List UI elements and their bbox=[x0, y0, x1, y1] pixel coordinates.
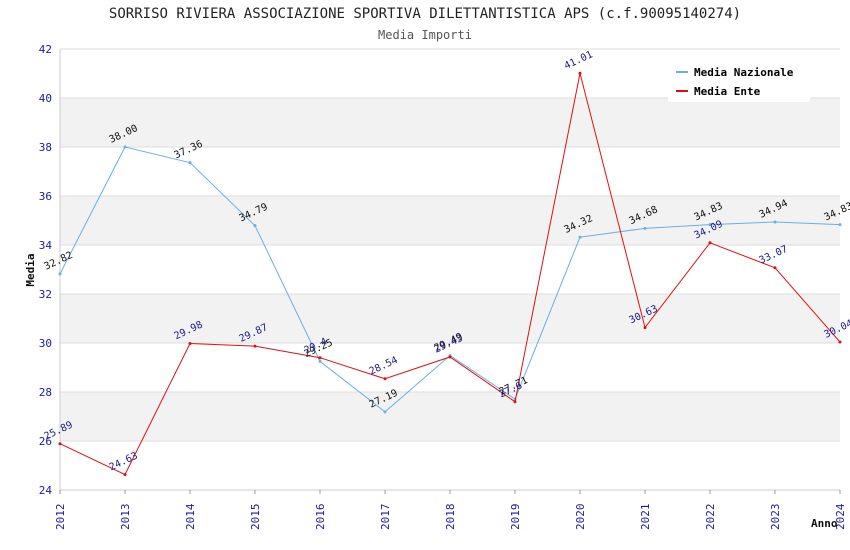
x-tick-label: 2012 bbox=[54, 504, 67, 531]
y-axis-label: Media bbox=[24, 253, 37, 286]
x-tick-label: 2015 bbox=[249, 504, 262, 531]
x-tick-label: 2022 bbox=[704, 504, 717, 531]
x-tick-label: 2021 bbox=[639, 504, 652, 531]
grid-band bbox=[60, 294, 840, 343]
grid-band bbox=[60, 196, 840, 245]
data-point-media-ente bbox=[838, 340, 842, 344]
y-tick-label: 32 bbox=[39, 288, 52, 301]
data-point-media-nazionale bbox=[643, 226, 647, 230]
series-lines bbox=[58, 71, 842, 477]
data-point-media-nazionale bbox=[838, 223, 842, 227]
x-tick-label: 2013 bbox=[119, 504, 132, 531]
y-axis-ticks: 24 26 28 30 32 34 36 38 40 42 bbox=[39, 43, 53, 497]
data-label-media-ente: 28.54 bbox=[368, 355, 400, 378]
data-point-media-nazionale bbox=[123, 145, 127, 149]
data-point-media-ente bbox=[383, 377, 387, 381]
y-tick-label: 26 bbox=[39, 435, 52, 448]
series-line-media-nazionale bbox=[59, 146, 841, 413]
data-point-media-ente bbox=[188, 341, 192, 345]
data-point-media-ente bbox=[643, 326, 647, 330]
data-point-media-ente bbox=[123, 473, 127, 477]
x-tick-label: 2020 bbox=[574, 504, 587, 531]
data-point-media-nazionale bbox=[253, 224, 257, 228]
data-label-media-ente: 33.07 bbox=[758, 244, 790, 267]
data-point-media-ente bbox=[58, 442, 62, 446]
x-tick-label: 2014 bbox=[184, 503, 197, 530]
y-tick-label: 24 bbox=[39, 484, 53, 497]
x-tick-label: 2016 bbox=[314, 504, 327, 531]
x-tick-label: 2023 bbox=[769, 504, 782, 531]
x-tick-label: 2019 bbox=[509, 504, 522, 531]
data-label-media-ente: 24.63 bbox=[108, 451, 140, 474]
data-label-media-ente: 41.01 bbox=[563, 49, 595, 72]
legend: Media Nazionale Media Ente bbox=[668, 58, 810, 102]
data-point-media-ente bbox=[318, 356, 322, 360]
data-point-media-ente bbox=[578, 71, 582, 75]
x-axis-label: Anno bbox=[811, 517, 838, 530]
legend-label-media-ente: Media Ente bbox=[694, 85, 761, 98]
data-point-media-nazionale bbox=[383, 410, 387, 414]
y-tick-label: 42 bbox=[39, 43, 52, 56]
data-label-media-nazionale: 32.82 bbox=[43, 250, 75, 273]
x-tick-label: 2018 bbox=[444, 504, 457, 531]
x-axis-ticks: 2012 2013 2014 2015 2016 2017 2018 2019 2020 2021… bbox=[54, 490, 847, 530]
y-tick-label: 30 bbox=[39, 337, 52, 350]
y-tick-label: 36 bbox=[39, 190, 52, 203]
y-tick-label: 40 bbox=[39, 92, 52, 105]
data-point-media-nazionale bbox=[773, 220, 777, 224]
data-point-media-ente bbox=[773, 266, 777, 270]
chart-title: SORRISO RIVIERA ASSOCIAZIONE SPORTIVA DI… bbox=[109, 6, 741, 22]
y-tick-label: 34 bbox=[39, 239, 53, 252]
data-point-media-ente bbox=[253, 344, 257, 348]
data-point-media-ente bbox=[448, 355, 452, 359]
data-point-media-nazionale bbox=[708, 223, 712, 227]
data-point-media-ente bbox=[513, 400, 517, 404]
grid-band bbox=[60, 98, 840, 147]
x-tick-label: 2024 bbox=[834, 503, 847, 530]
data-point-media-ente bbox=[708, 241, 712, 245]
grid-bands bbox=[60, 98, 840, 441]
y-tick-label: 28 bbox=[39, 386, 52, 399]
chart-subtitle: Media Importi bbox=[378, 28, 472, 42]
data-point-media-nazionale bbox=[188, 161, 192, 165]
legend-label-media-nazionale: Media Nazionale bbox=[694, 66, 794, 79]
data-point-media-nazionale bbox=[578, 235, 582, 239]
grid-band bbox=[60, 392, 840, 441]
y-tick-label: 38 bbox=[39, 141, 52, 154]
data-point-media-nazionale bbox=[58, 272, 62, 276]
data-point-media-nazionale bbox=[318, 359, 322, 363]
legend-box bbox=[668, 58, 810, 102]
x-tick-label: 2017 bbox=[379, 504, 392, 531]
